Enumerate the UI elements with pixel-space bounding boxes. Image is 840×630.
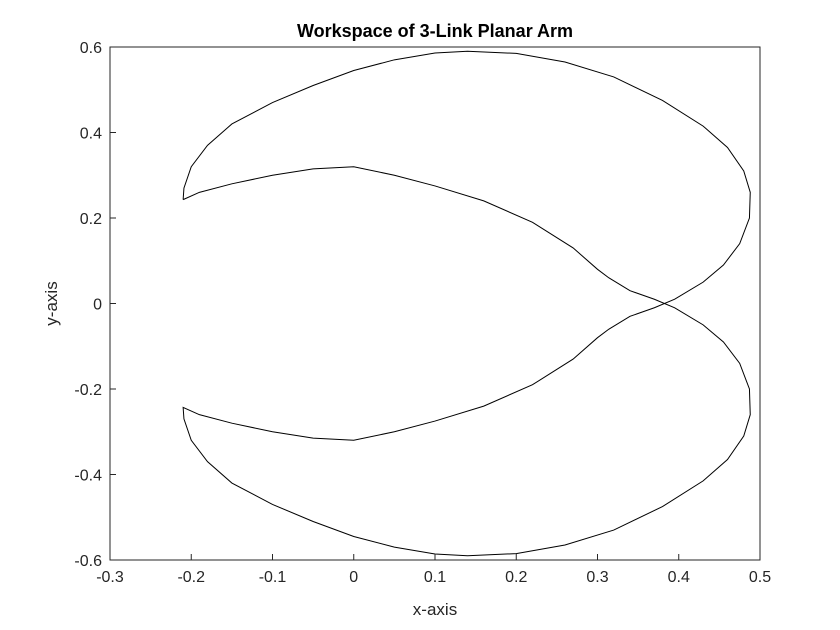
y-axis-label: y-axis [42,281,61,325]
plot-area [110,47,760,560]
tick-group: -0.3 -0.2 -0.1 0 0.1 0.2 0.3 0.4 0.5 -0.6 -0.4 -0.2… [74,40,771,586]
x-tick-label: -0.2 [177,569,205,586]
y-tick-label: 0.6 [80,40,102,57]
x-tick-label: 0.1 [424,569,446,586]
x-tick-label: 0 [349,569,358,586]
x-tick-label: -0.1 [259,569,287,586]
axes-box [109,46,761,561]
x-tick-label: 0.4 [668,569,690,586]
y-tick-label: -0.2 [74,382,102,399]
x-tick-label: 0.5 [749,569,771,586]
y-tick-label: 0.2 [80,211,102,228]
y-tick-label: 0 [93,297,102,314]
workspace-boundary-line [182,50,751,557]
chart-title: Workspace of 3-Link Planar Arm [297,21,573,41]
y-tick-label: -0.6 [74,553,102,570]
x-axis-label: x-axis [413,600,457,619]
y-tick-label: 0.4 [80,126,102,143]
x-tick-label: 0.2 [505,569,527,586]
y-tick-label: -0.4 [74,468,102,485]
x-tick-label: -0.3 [96,569,124,586]
curve-group [182,50,751,557]
x-tick-label: 0.3 [586,569,608,586]
